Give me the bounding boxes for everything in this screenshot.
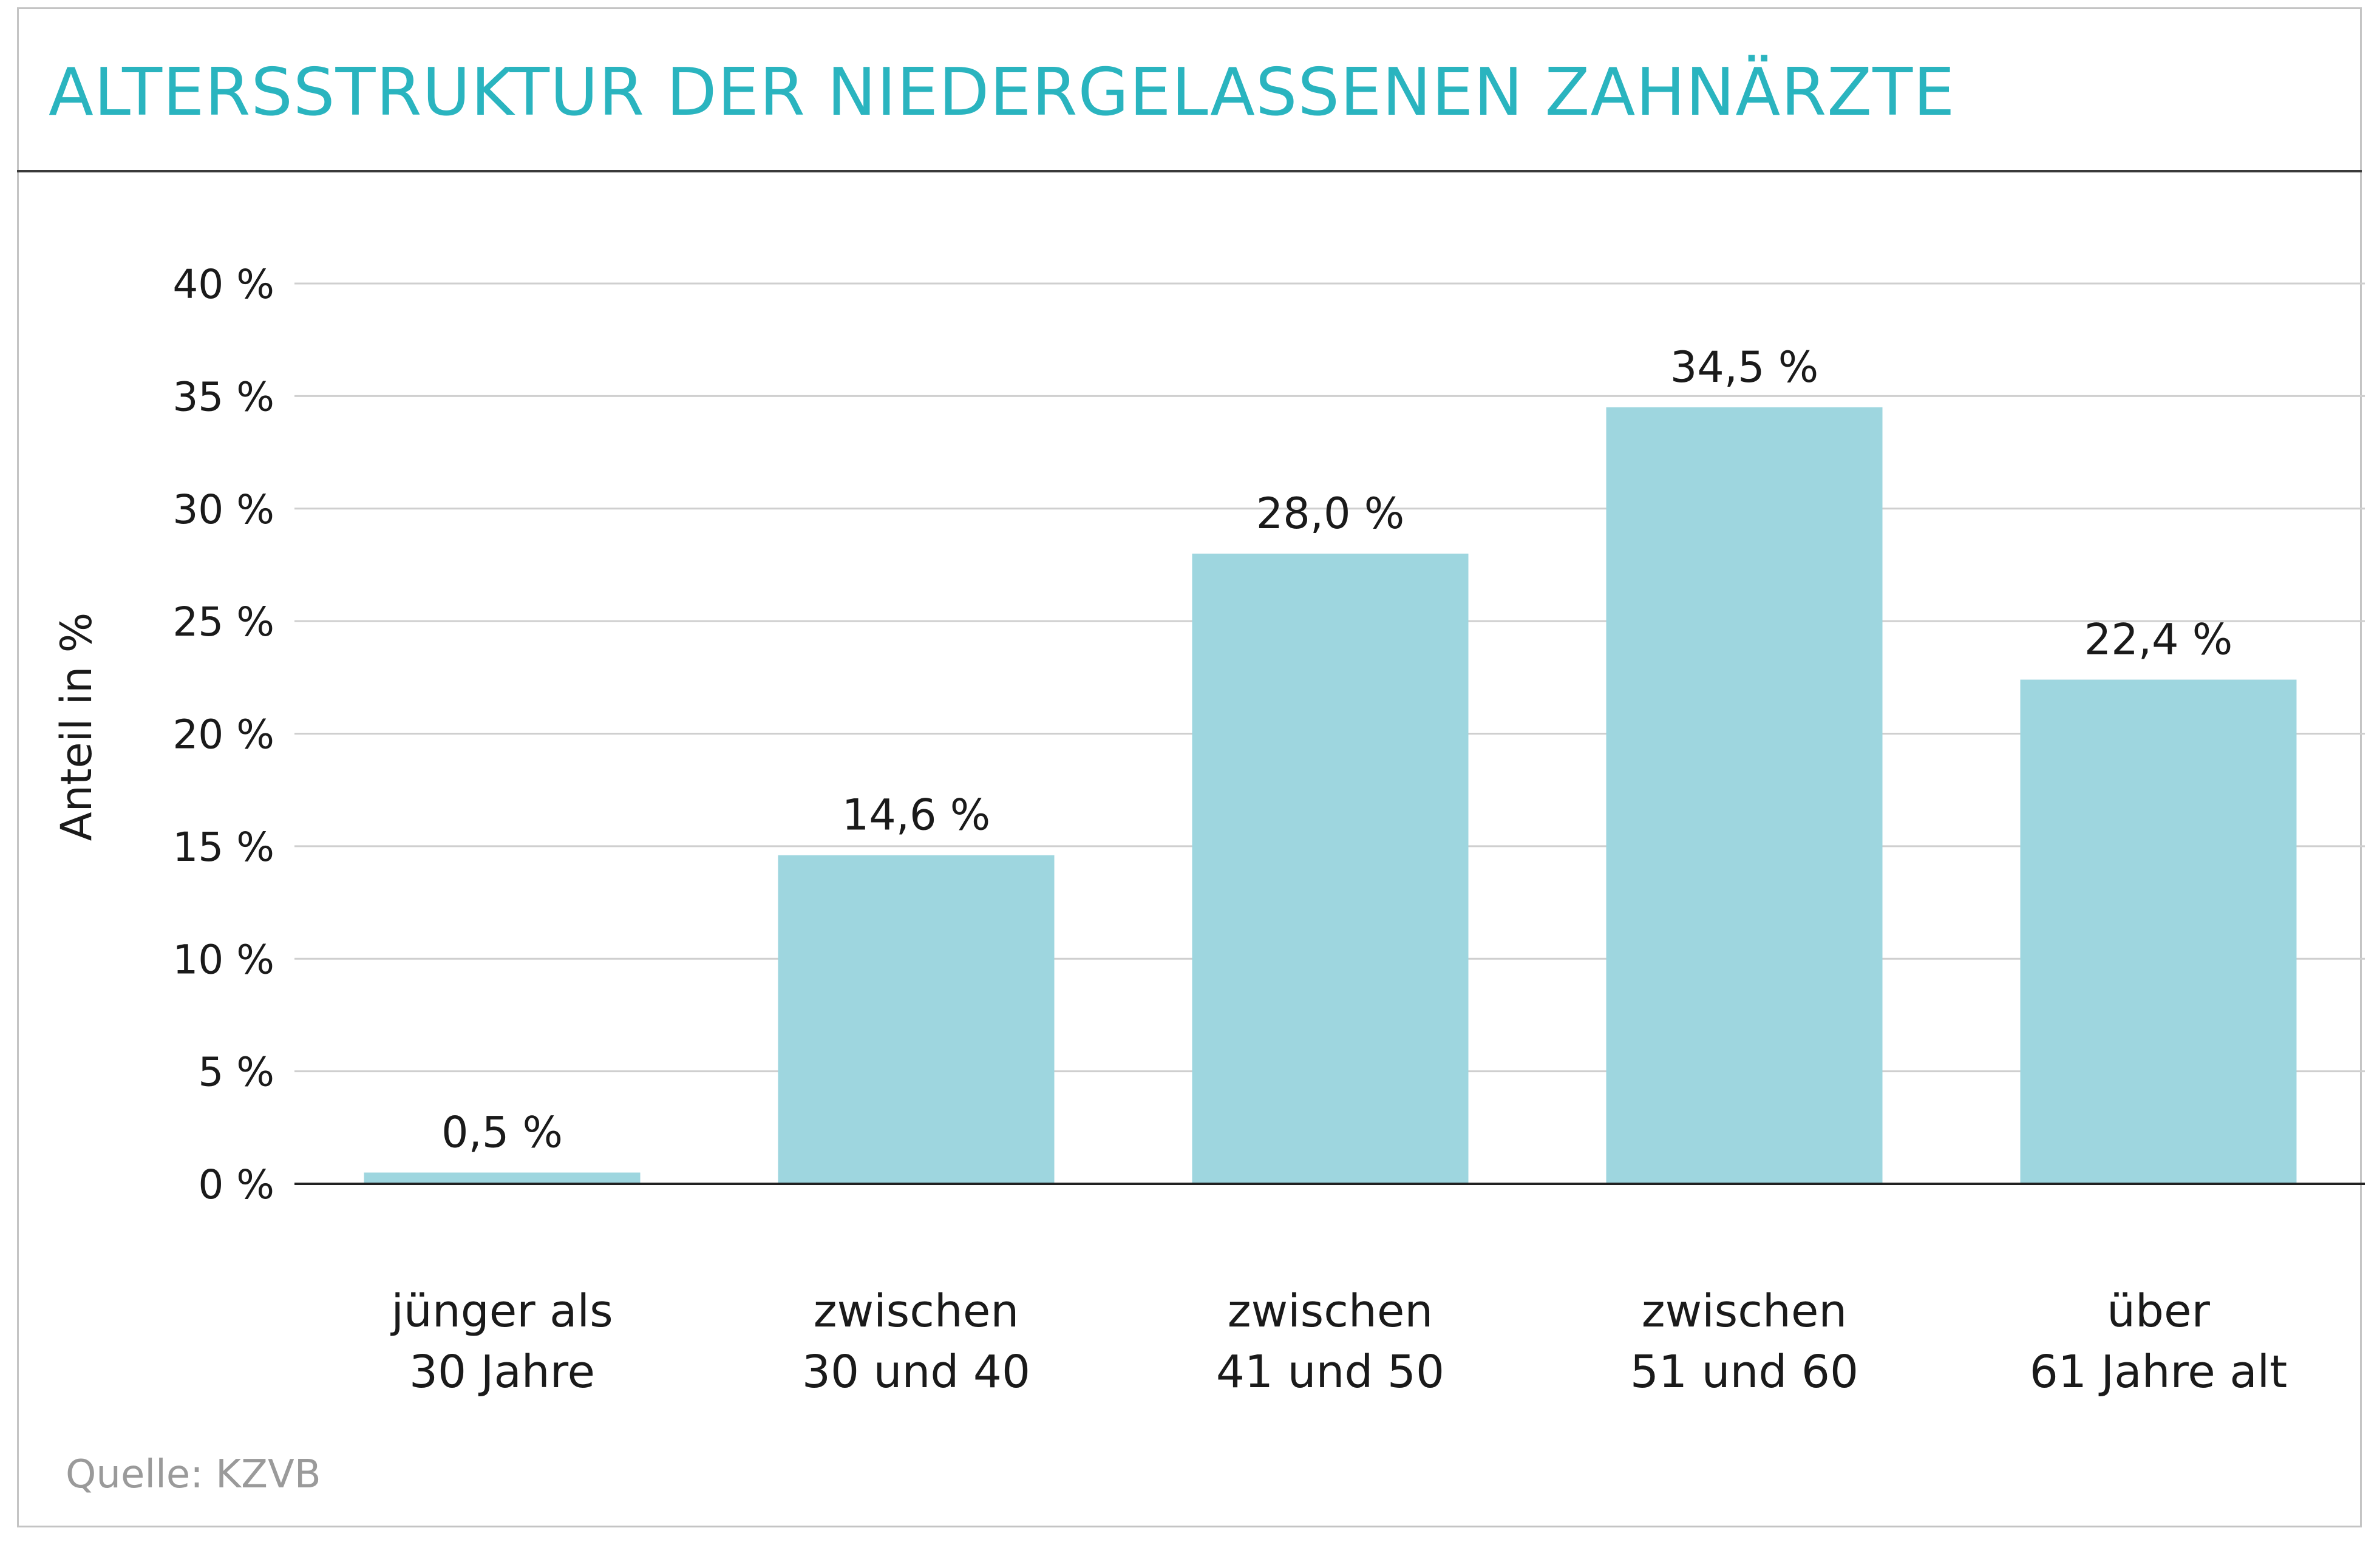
y-tick-label: 0 %: [198, 1161, 274, 1208]
value-label: 34,5 %: [1670, 342, 1819, 392]
bar: [2020, 679, 2297, 1184]
category-label: 30 und 40: [802, 1346, 1030, 1398]
bar: [1606, 407, 1883, 1184]
y-tick-label: 25 %: [172, 599, 274, 645]
chart-title: ALTERSSTRUKTUR DER NIEDERGELASSENEN ZAHN…: [49, 55, 1956, 131]
y-tick-label: 5 %: [198, 1049, 274, 1096]
category-label: 41 und 50: [1216, 1346, 1444, 1398]
value-label: 14,6 %: [842, 790, 991, 840]
category-label: zwischen: [1228, 1285, 1433, 1337]
chart-frame: [17, 7, 2362, 1527]
category-label: zwischen: [814, 1285, 1019, 1337]
category-label: zwischen: [1642, 1285, 1848, 1337]
y-tick-label: 10 %: [172, 936, 274, 983]
y-axis-label: Anteil in %: [52, 613, 101, 841]
category-label: 30 Jahre: [409, 1346, 595, 1398]
y-tick-label: 30 %: [172, 486, 274, 533]
category-label: 61 Jahre alt: [2030, 1346, 2288, 1398]
bars: [364, 407, 2297, 1184]
category-label: jünger als: [390, 1285, 613, 1337]
bar: [1192, 553, 1469, 1184]
category-label: 51 und 60: [1630, 1346, 1858, 1398]
category-label: über: [2107, 1285, 2210, 1337]
y-tick-label: 35 %: [172, 373, 274, 420]
value-label: 22,4 %: [2084, 615, 2233, 665]
y-tick-label: 20 %: [172, 712, 274, 758]
labels: 0 % 5 % 10 % 15 % 20 % 25 % 30 % 35 % 40 % 0,5 % j…: [52, 261, 2287, 1398]
value-label: 0,5 %: [441, 1107, 563, 1157]
y-tick-label: 40 %: [172, 261, 274, 308]
title-divider: [17, 170, 2362, 172]
value-label: 28,0 %: [1256, 489, 1405, 538]
bar: [364, 1172, 641, 1184]
bar: [778, 855, 1055, 1184]
source-note: Quelle: KZVB: [66, 1452, 321, 1497]
y-tick-label: 15 %: [172, 824, 274, 871]
